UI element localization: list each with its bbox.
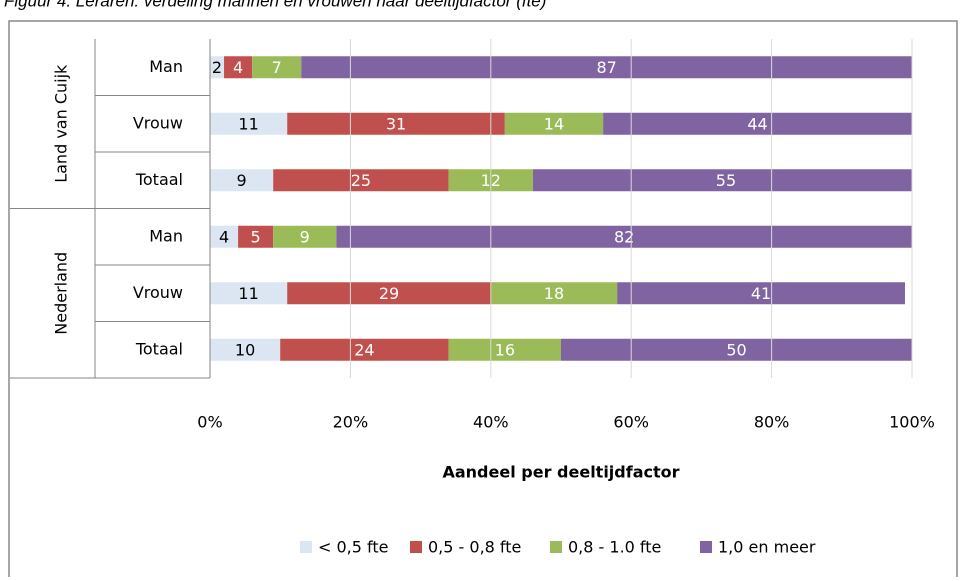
- bar: [448, 338, 561, 361]
- legend-label: 0,5 - 0,8 fte: [428, 538, 521, 557]
- category-label: Man: [149, 57, 183, 76]
- data-label: 2: [212, 58, 222, 77]
- legend-label: 1,0 en meer: [718, 538, 816, 557]
- x-tick-label: 80%: [754, 413, 790, 432]
- bar: [252, 56, 302, 79]
- bar: [490, 282, 618, 305]
- data-label: 16: [495, 340, 515, 359]
- bar: [301, 56, 912, 79]
- bar: [238, 225, 274, 248]
- bar: [210, 338, 281, 361]
- legend-swatch: [410, 541, 422, 553]
- data-label: 7: [272, 58, 282, 77]
- data-label: 44: [747, 114, 767, 133]
- data-label: 41: [751, 284, 771, 303]
- data-label: 5: [251, 227, 261, 246]
- bar: [532, 169, 912, 192]
- category-label: Vrouw: [133, 283, 183, 302]
- legend-swatch: [550, 541, 562, 553]
- data-label: 55: [716, 171, 736, 190]
- bar: [617, 282, 905, 305]
- bar: [287, 282, 491, 305]
- legend-label: < 0,5 fte: [318, 538, 389, 557]
- bar: [336, 225, 912, 248]
- bar: [224, 56, 253, 79]
- x-tick-label: 40%: [473, 413, 509, 432]
- data-label: 9: [236, 171, 246, 190]
- group-label: Nederland: [52, 252, 71, 335]
- legend-label: 0,8 - 1.0 fte: [568, 538, 661, 557]
- group-label: Land van Cuijk: [52, 64, 71, 183]
- category-label: Totaal: [135, 170, 183, 189]
- data-label: 50: [726, 340, 746, 359]
- x-axis-title: Aandeel per deeltijdfactor: [442, 463, 679, 482]
- data-label: 4: [219, 227, 229, 246]
- bar: [210, 56, 225, 79]
- data-label: 25: [351, 171, 371, 190]
- legend-swatch: [700, 541, 712, 553]
- data-label: 11: [238, 284, 258, 303]
- category-label: Man: [149, 226, 183, 245]
- bar: [561, 338, 912, 361]
- legend-swatch: [300, 541, 312, 553]
- category-label: Totaal: [135, 339, 183, 358]
- chart-frame: [8, 20, 958, 581]
- bar: [287, 112, 505, 135]
- bar: [210, 169, 274, 192]
- data-label: 10: [235, 340, 255, 359]
- x-tick-label: 0%: [197, 413, 222, 432]
- bar: [504, 112, 604, 135]
- bar: [210, 225, 239, 248]
- data-label: 18: [544, 284, 564, 303]
- data-label: 29: [379, 284, 399, 303]
- bar: [210, 112, 288, 135]
- data-label: 9: [300, 227, 310, 246]
- data-label: 87: [596, 58, 616, 77]
- data-label: 24: [354, 340, 374, 359]
- bar: [273, 169, 449, 192]
- chart-title: Figuur 4. Leraren: verdeling mannen en v…: [4, 0, 546, 10]
- x-tick-label: 100%: [889, 413, 935, 432]
- bar: [603, 112, 912, 135]
- x-tick-label: 60%: [613, 413, 649, 432]
- data-label: 4: [233, 58, 243, 77]
- data-label: 82: [614, 227, 634, 246]
- data-label: 11: [238, 114, 258, 133]
- x-tick-label: 20%: [333, 413, 369, 432]
- bar: [280, 338, 449, 361]
- data-label: 14: [544, 114, 564, 133]
- bar: [210, 282, 288, 305]
- category-label: Vrouw: [133, 113, 183, 132]
- data-label: 31: [386, 114, 406, 133]
- bar: [273, 225, 337, 248]
